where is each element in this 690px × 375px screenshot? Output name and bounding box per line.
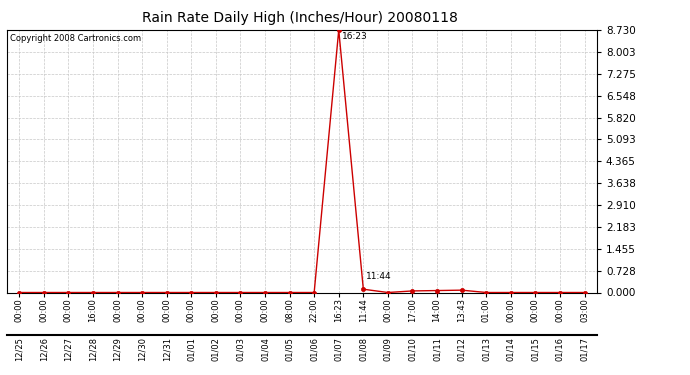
Text: Copyright 2008 Cartronics.com: Copyright 2008 Cartronics.com [10,34,141,43]
Text: 16:23: 16:23 [342,32,368,40]
Text: 11:44: 11:44 [366,272,391,281]
Text: Rain Rate Daily High (Inches/Hour) 20080118: Rain Rate Daily High (Inches/Hour) 20080… [142,11,458,25]
